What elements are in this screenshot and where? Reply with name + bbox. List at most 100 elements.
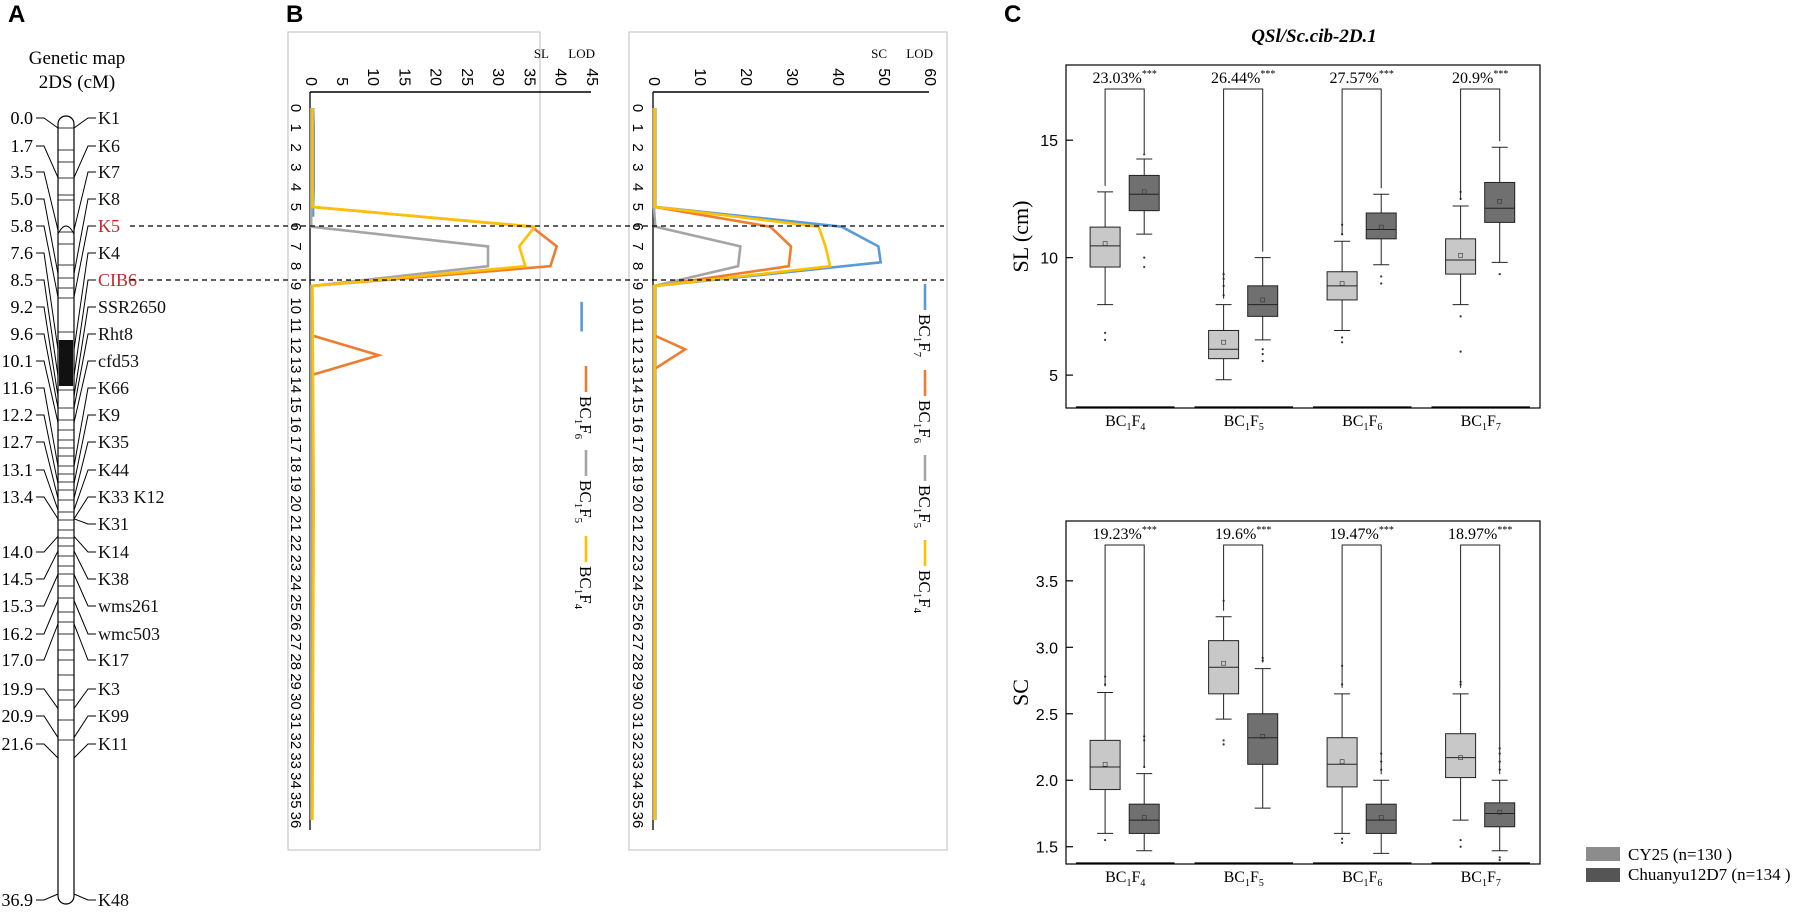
series-legend-label: BC1F6 [911, 400, 934, 444]
map-left-connector [36, 198, 59, 274]
marker-label: K38 [98, 569, 129, 589]
legend-label-chuanyu: Chuanyu12D7 (n=134 ) [1628, 865, 1791, 884]
lod-frame [287, 31, 541, 851]
lod-tick-label: 10 [691, 68, 708, 86]
mean-marker [1260, 734, 1266, 739]
marker-label: K3 [98, 679, 120, 699]
position-tick-label: 29 [629, 673, 646, 690]
position-tick-label: 4 [287, 183, 304, 191]
marker-label: wms261 [98, 596, 159, 616]
map-position-label: 14.0 [2, 542, 34, 562]
outlier-point [1261, 359, 1264, 363]
outlier-point [1459, 845, 1462, 848]
mean-marker [1378, 815, 1384, 820]
position-tick-label: 4 [629, 183, 646, 191]
lod-curve-BC1F6 [310, 108, 559, 820]
position-tick-label: 35 [287, 792, 304, 809]
effect-percent-label: 19.47%*** [1329, 525, 1393, 543]
position-tick-label: 18 [287, 456, 304, 473]
map-right-connector [73, 117, 96, 129]
map-position-label: 12.2 [2, 405, 34, 425]
map-left-connector [36, 536, 59, 553]
lod-tick-label: 40 [829, 68, 846, 86]
map-right-connector [73, 145, 96, 178]
marker-label: K11 [98, 734, 128, 754]
map-left-connector [36, 715, 59, 738]
significance-bracket [1341, 88, 1382, 236]
lod-curve-BC1F6 [653, 108, 793, 820]
chromosome-bar [57, 115, 75, 905]
position-tick-label: 36 [287, 812, 304, 829]
lod-curve-BC1F4 [653, 108, 832, 820]
position-tick-label: 12 [287, 337, 304, 354]
y-axis-label: SL (cm) [1008, 201, 1033, 273]
map-right-connector [73, 414, 96, 484]
map-left-connector [36, 225, 59, 298]
legend-swatch-cy25 [1586, 847, 1620, 861]
lod-curve-BC1F7 [653, 108, 883, 820]
outlier-point [1498, 858, 1501, 862]
outlier-point [1261, 352, 1264, 356]
position-tick-label: 26 [629, 614, 646, 631]
box [1365, 803, 1397, 834]
map-position-label: 9.6 [11, 324, 34, 344]
position-tick-label: 8 [629, 262, 646, 270]
outlier-point [1341, 837, 1344, 840]
position-tick-label: 14 [287, 377, 304, 394]
position-tick-label: 10 [629, 297, 646, 314]
y-tick-label: 3.0 [1036, 640, 1058, 657]
outlier-point [1222, 739, 1225, 742]
group-label: BC1F7 [1461, 413, 1501, 433]
series-legend-label: BC1F5 [572, 480, 595, 524]
chromosome-dark-region [59, 340, 73, 386]
significance-bracket [1104, 544, 1145, 768]
y-tick-label: 2.0 [1036, 773, 1058, 790]
outlier-point [1498, 272, 1501, 276]
lod-tick-label: 5 [333, 77, 350, 86]
effect-percent-label: 19.23%*** [1092, 525, 1156, 543]
marker-label: K35 [98, 432, 129, 452]
series-legend-label: BC1F4 [911, 570, 934, 614]
map-left-connector [36, 252, 59, 350]
mean-marker [1221, 660, 1226, 666]
position-tick-label: 30 [629, 693, 646, 710]
map-left-connector [36, 333, 59, 409]
map-right-connector [73, 550, 96, 580]
position-tick-label: 1 [629, 124, 646, 132]
map-position-label: 20.9 [2, 706, 34, 726]
map-right-connector [73, 225, 96, 298]
map-left-connector [36, 441, 59, 499]
position-tick-label: 25 [287, 594, 304, 611]
marker-label: K17 [98, 650, 129, 670]
map-left-connector [36, 688, 59, 709]
position-tick-label: 25 [629, 594, 646, 611]
map-position-label: 10.1 [2, 351, 34, 371]
position-tick-label: 1 [287, 124, 304, 132]
map-position-label: 11.6 [2, 378, 33, 398]
outlier-point [1459, 350, 1462, 353]
map-right-connector [73, 623, 96, 661]
map-position-label: 36.9 [2, 890, 34, 910]
position-tick-label: 29 [287, 673, 304, 690]
significance-bracket [1104, 88, 1145, 186]
lod-tick-label: 20 [427, 68, 444, 86]
y-tick-label: 10 [1040, 251, 1058, 268]
position-tick-label: 30 [287, 693, 304, 710]
significance-bracket [1460, 88, 1501, 200]
lod-chart-title: SC [871, 46, 887, 61]
position-tick-label: 17 [629, 436, 646, 453]
position-tick-label: 20 [287, 495, 304, 512]
map-left-connector [36, 574, 59, 607]
outlier-point [1104, 331, 1107, 334]
map-position-label: 5.8 [11, 216, 34, 236]
map-left-connector [36, 414, 59, 484]
legend-swatch-chuanyu [1586, 868, 1620, 882]
y-axis-label: SC [1008, 679, 1033, 706]
mean-marker [1458, 252, 1463, 258]
position-tick-label: 34 [287, 772, 304, 789]
position-tick-label: 16 [629, 416, 646, 433]
map-left-connector [36, 550, 59, 580]
position-tick-label: 28 [629, 653, 646, 670]
lod-chart-title: SL [534, 46, 549, 61]
lod-tick-label: 35 [520, 68, 537, 86]
